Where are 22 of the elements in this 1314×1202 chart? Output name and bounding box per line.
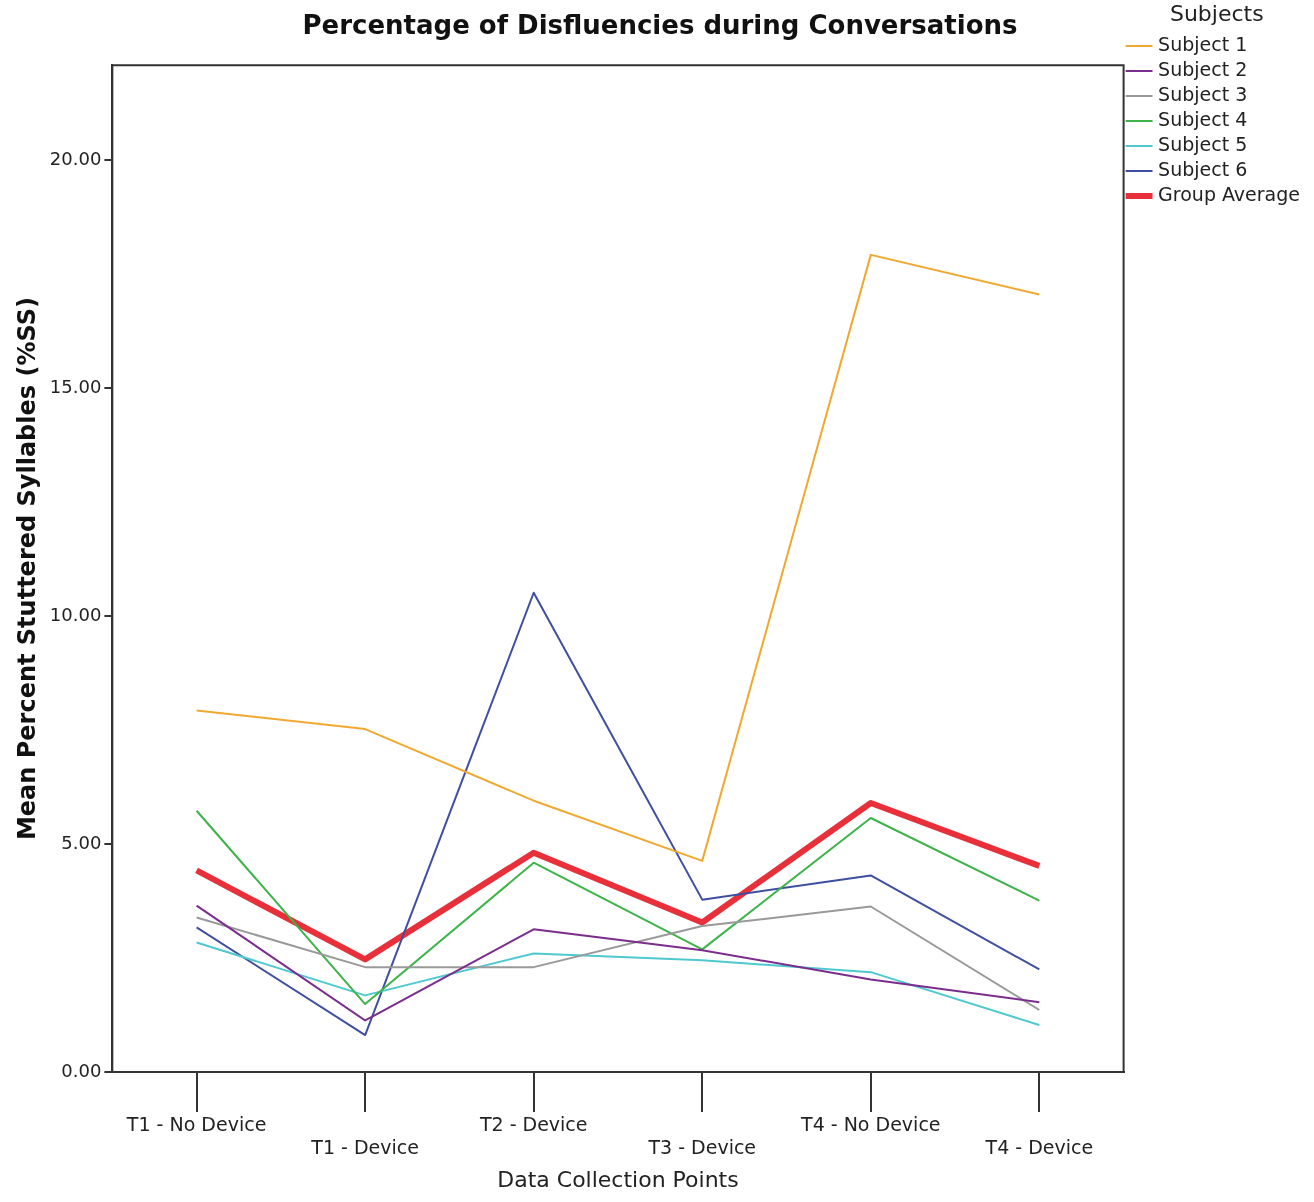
chart-title: Percentage of Disfluencies during Conversations xyxy=(302,10,1018,41)
legend-label: Subject 4 xyxy=(1158,107,1248,130)
legend-label: Subject 3 xyxy=(1158,82,1248,105)
x-tick-label: T4 - No Device xyxy=(800,1113,941,1136)
x-tick-label: T4 - Device xyxy=(984,1136,1094,1159)
legend-label: Subject 1 xyxy=(1158,32,1248,55)
x-tick-label: T2 - Device xyxy=(478,1113,588,1136)
y-tick-label: 0.00 xyxy=(61,1059,102,1081)
x-axis-title: Data Collection Points xyxy=(497,1166,739,1192)
y-tick-label: 5.00 xyxy=(61,831,102,853)
x-tick-label: T3 - Device xyxy=(647,1136,757,1159)
legend-label: Group Average xyxy=(1158,182,1300,205)
legend-label: Subject 2 xyxy=(1158,57,1248,80)
legend-label: Subject 5 xyxy=(1158,132,1248,155)
y-axis-title: Mean Percent Stuttered Syllables (%SS) xyxy=(12,297,41,841)
x-tick-label: T1 - No Device xyxy=(125,1113,267,1136)
legend-title: Subjects xyxy=(1169,0,1264,26)
legend-label: Subject 6 xyxy=(1158,157,1248,180)
x-tick-label: T1 - Device xyxy=(310,1136,419,1159)
y-tick-label: 10.00 xyxy=(49,603,102,625)
y-tick-label: 15.00 xyxy=(49,375,102,397)
y-tick-label: 20.00 xyxy=(49,147,102,169)
